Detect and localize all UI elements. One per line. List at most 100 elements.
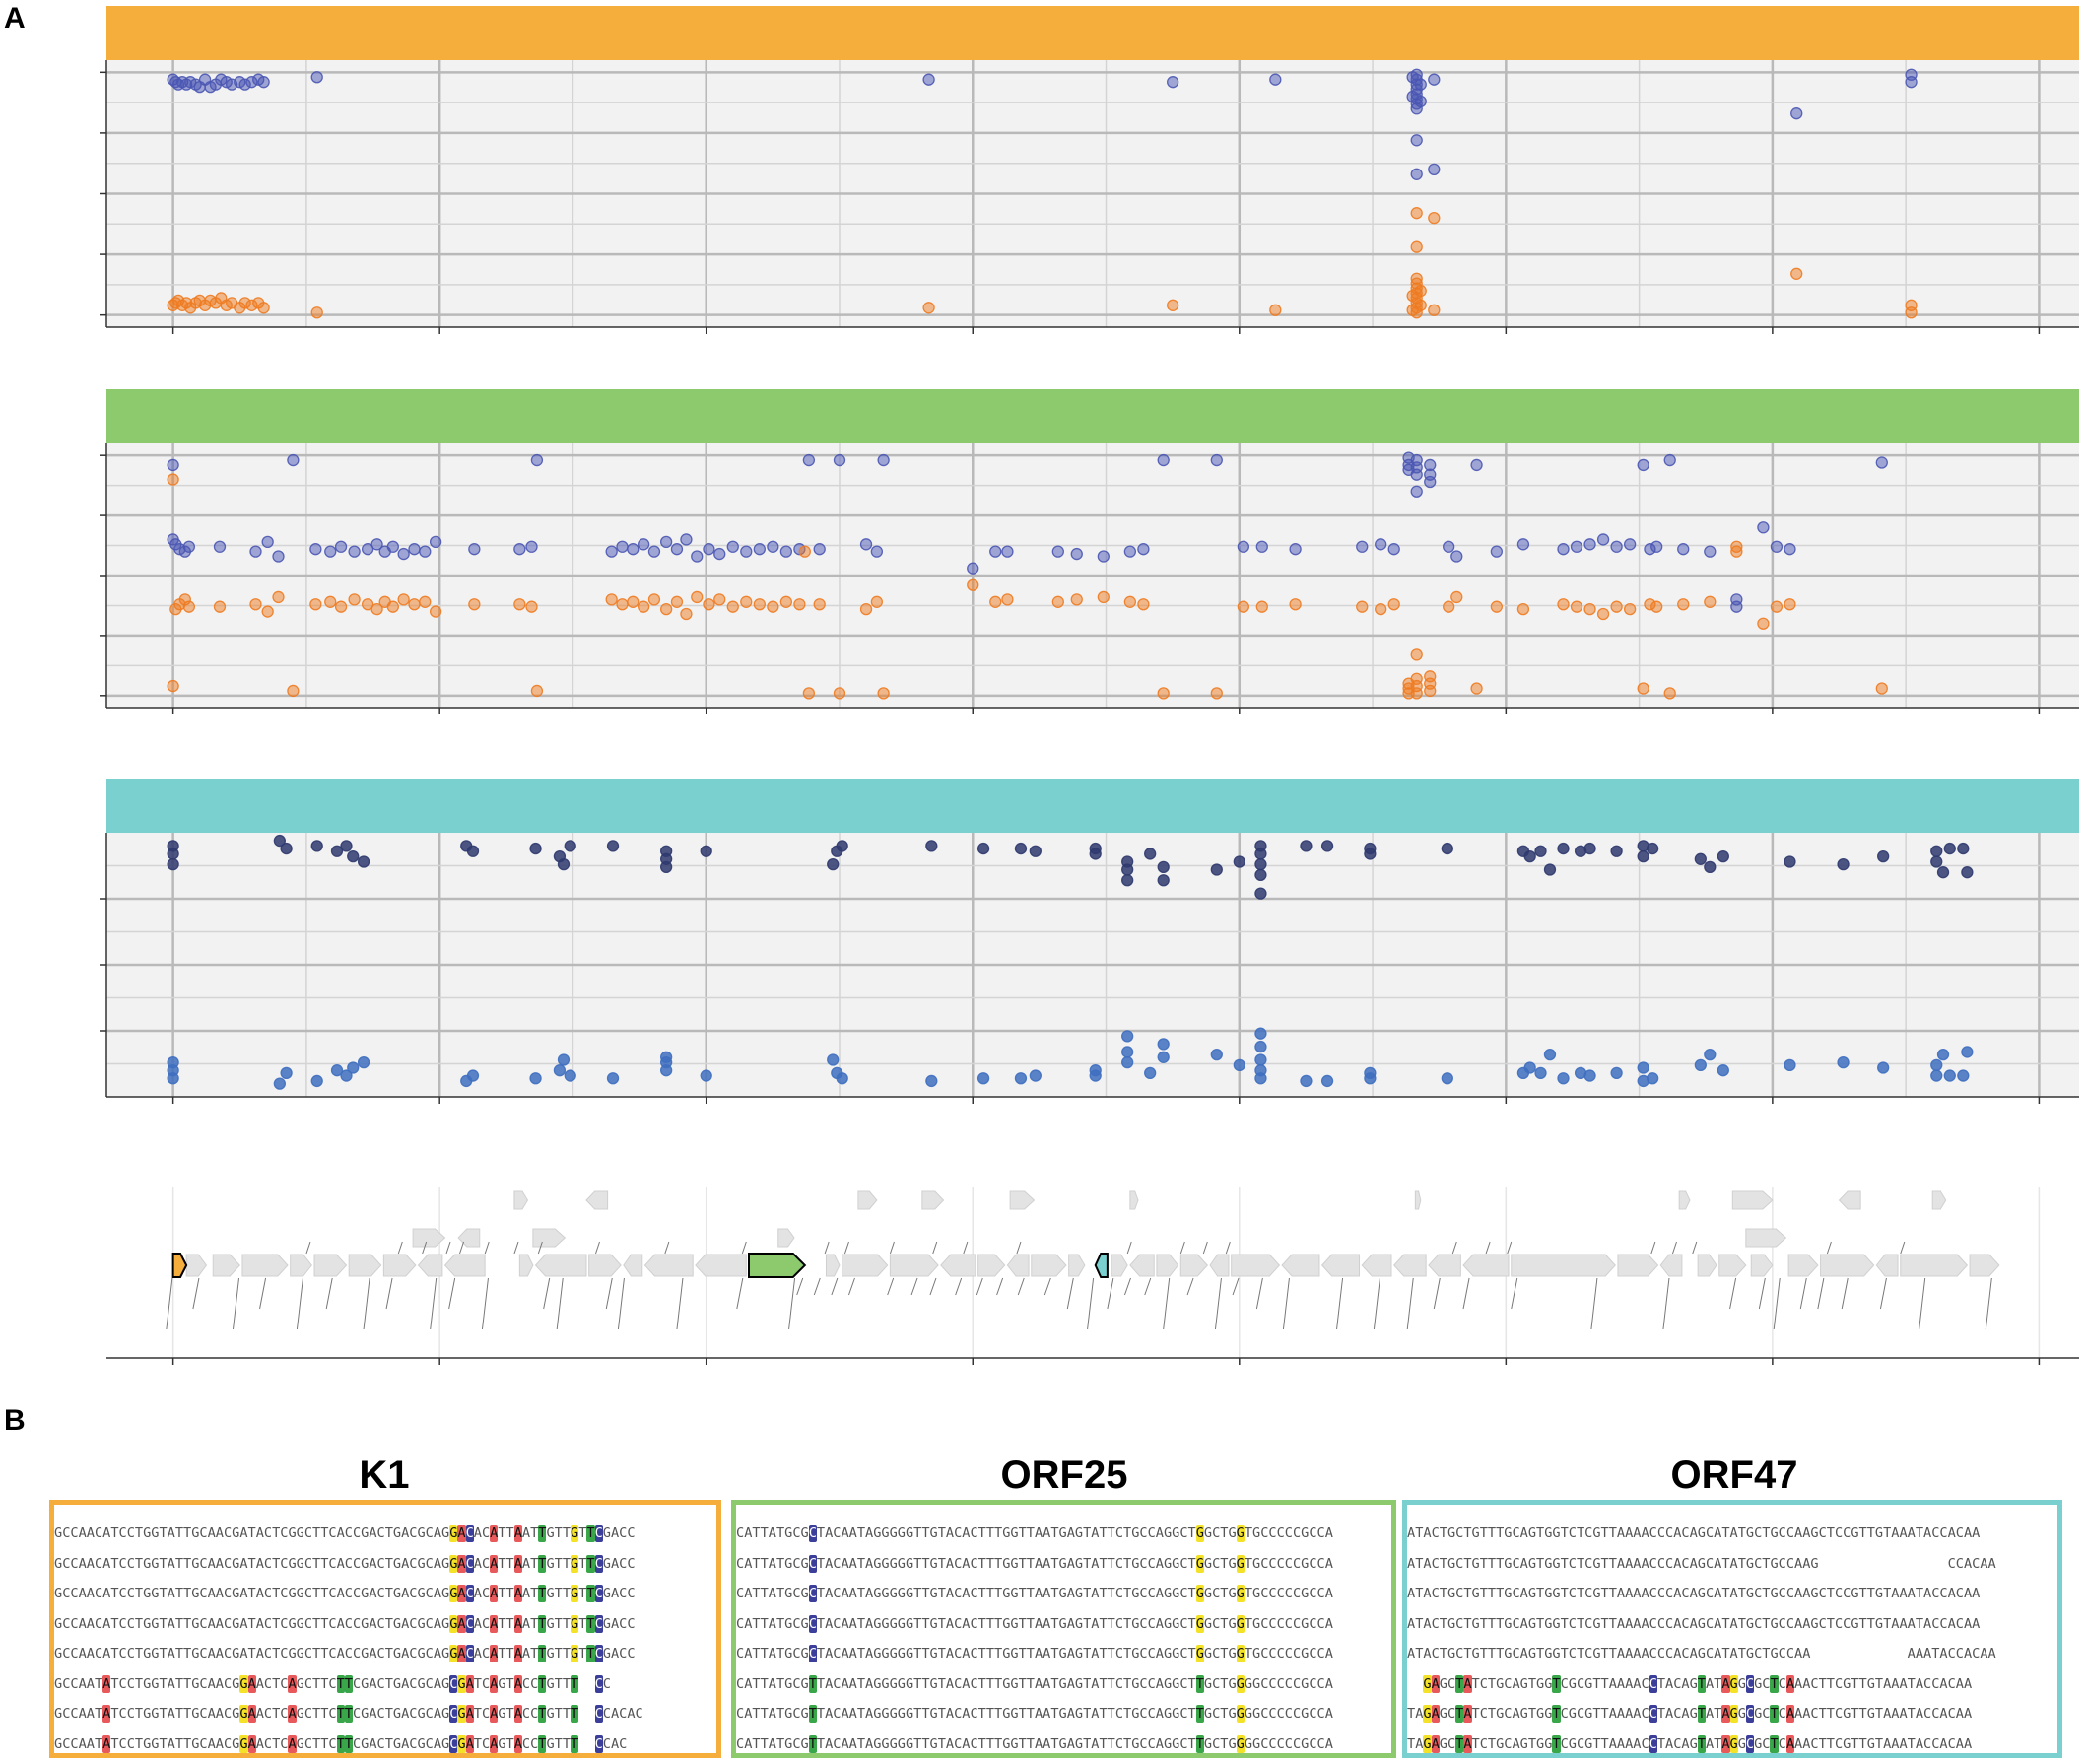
gene-leader-line bbox=[595, 1241, 600, 1255]
data-point bbox=[753, 543, 766, 556]
data-point bbox=[386, 540, 399, 553]
alignment-title-orf25: ORF25 bbox=[1000, 1454, 1128, 1497]
gene-leader-line bbox=[788, 1277, 796, 1330]
data-point bbox=[1943, 1069, 1956, 1082]
data-point bbox=[627, 595, 640, 608]
data-point bbox=[1523, 849, 1536, 863]
data-point bbox=[167, 858, 179, 871]
data-point bbox=[1137, 543, 1150, 556]
data-point bbox=[1704, 860, 1717, 873]
alignment-row: ATACTGCTGTTTGCAGTGGTCTCGTTAAAACCCACAGCAT… bbox=[1407, 1586, 1981, 1601]
data-point bbox=[347, 849, 360, 863]
gene-arrow bbox=[1787, 1254, 1819, 1277]
gene-leader-line bbox=[1841, 1277, 1849, 1310]
data-point bbox=[1557, 842, 1570, 855]
gene-leader-line bbox=[736, 1277, 744, 1310]
data-point bbox=[525, 600, 538, 613]
gene-leader-line bbox=[1225, 1241, 1231, 1255]
data-point bbox=[813, 543, 826, 556]
data-point bbox=[419, 595, 432, 608]
gene-leader-line bbox=[537, 1241, 543, 1255]
data-point bbox=[1930, 845, 1943, 857]
data-point bbox=[1364, 1066, 1377, 1080]
panel-letter-a: A bbox=[4, 2, 26, 34]
data-point bbox=[1637, 1061, 1649, 1074]
gene-arrow bbox=[1129, 1190, 1139, 1210]
data-point bbox=[1157, 1051, 1170, 1063]
alignment-row: GCCAACATCCTGGTATTGCAACGATACTCGGCTTCACCGA… bbox=[54, 1585, 636, 1602]
gene-arrow bbox=[1969, 1254, 2000, 1277]
data-point bbox=[827, 1053, 840, 1066]
data-point bbox=[1233, 855, 1245, 868]
data-point bbox=[1704, 545, 1717, 558]
data-point bbox=[334, 600, 348, 613]
data-point bbox=[1210, 687, 1223, 700]
data-point bbox=[1428, 211, 1441, 225]
alignment-row: CATTATGCGCTACAATAGGGGGTTGTACACTTTGGTTAAT… bbox=[736, 1614, 1333, 1633]
data-point bbox=[348, 593, 361, 606]
data-point bbox=[870, 545, 884, 558]
data-point bbox=[1637, 458, 1649, 472]
gene-leader-line bbox=[556, 1277, 564, 1330]
data-point bbox=[213, 540, 227, 553]
data-point bbox=[1596, 533, 1610, 546]
data-point bbox=[1428, 163, 1441, 176]
data-point bbox=[1410, 485, 1423, 498]
gene-arrow bbox=[1678, 1190, 1691, 1210]
data-point bbox=[877, 687, 890, 700]
data-point bbox=[386, 600, 399, 613]
gene-leader-line bbox=[1163, 1277, 1171, 1330]
data-point bbox=[167, 1072, 179, 1085]
data-point bbox=[1254, 887, 1267, 900]
gene-leader-line bbox=[1485, 1241, 1491, 1255]
gene-arrow bbox=[777, 1228, 795, 1248]
gene-arrow bbox=[825, 1254, 841, 1277]
data-point bbox=[647, 545, 661, 558]
gene-leader-line bbox=[192, 1277, 200, 1310]
gene-leader-line bbox=[448, 1277, 456, 1310]
gene-leader-line bbox=[1123, 1277, 1131, 1296]
gene-leader-line bbox=[445, 1241, 451, 1255]
data-point bbox=[703, 543, 715, 556]
gene-leader-line bbox=[1087, 1277, 1095, 1330]
data-point bbox=[408, 598, 421, 611]
gene-arrow bbox=[1900, 1254, 1969, 1277]
data-point bbox=[1596, 607, 1610, 621]
data-point bbox=[659, 602, 673, 616]
data-point bbox=[361, 598, 374, 611]
data-point bbox=[1790, 107, 1803, 120]
gene-arrow bbox=[1179, 1254, 1209, 1277]
alignment-row: GAGCTATCTGCAGTGGTCGCGTTAAAACCTACAGTATAGG… bbox=[1423, 1674, 1973, 1693]
gene-leader-line bbox=[1590, 1277, 1598, 1330]
gene-orf47-highlight bbox=[1094, 1253, 1109, 1278]
panel-letter-b: B bbox=[4, 1404, 26, 1437]
data-point bbox=[397, 547, 410, 561]
data-point bbox=[802, 453, 816, 467]
gene-leader-line bbox=[305, 1241, 311, 1255]
data-point bbox=[429, 605, 442, 618]
data-point bbox=[1837, 858, 1850, 871]
gene-leader-line bbox=[1044, 1277, 1051, 1296]
data-point bbox=[280, 842, 293, 855]
gene-arrow bbox=[842, 1254, 889, 1277]
data-point bbox=[798, 545, 811, 558]
data-point bbox=[1157, 860, 1170, 873]
alignment-row: ATACTGCTGTTTGCAGTGGTCTCGTTAAAACCCACAGCAT… bbox=[1407, 1555, 1996, 1572]
gene-leader-line bbox=[1336, 1277, 1344, 1330]
alignment-row: ATACTGCTGTTTGCAGTGGTCTCGTTAAAACCCACAGCAT… bbox=[1407, 1646, 1996, 1662]
gene-arrow bbox=[348, 1254, 382, 1277]
data-point bbox=[1428, 304, 1441, 316]
data-point bbox=[1014, 1072, 1028, 1085]
data-point bbox=[257, 302, 270, 314]
gene-leader-line bbox=[543, 1277, 551, 1310]
data-point bbox=[1356, 540, 1369, 553]
alignment-row: CATTATGCGCTACAATAGGGGGTTGTACACTTTGGTTAAT… bbox=[736, 1525, 1333, 1542]
alignment-row: GCCAACATCCTGGTATTGCAACGATACTCGGCTTCACCGA… bbox=[54, 1554, 636, 1573]
data-point bbox=[257, 76, 270, 89]
data-point bbox=[1254, 858, 1267, 871]
data-point bbox=[1414, 284, 1427, 298]
chart-2 bbox=[100, 779, 2079, 1104]
gene-leader-line bbox=[1879, 1277, 1887, 1310]
data-point bbox=[324, 545, 337, 558]
data-point bbox=[691, 550, 704, 563]
